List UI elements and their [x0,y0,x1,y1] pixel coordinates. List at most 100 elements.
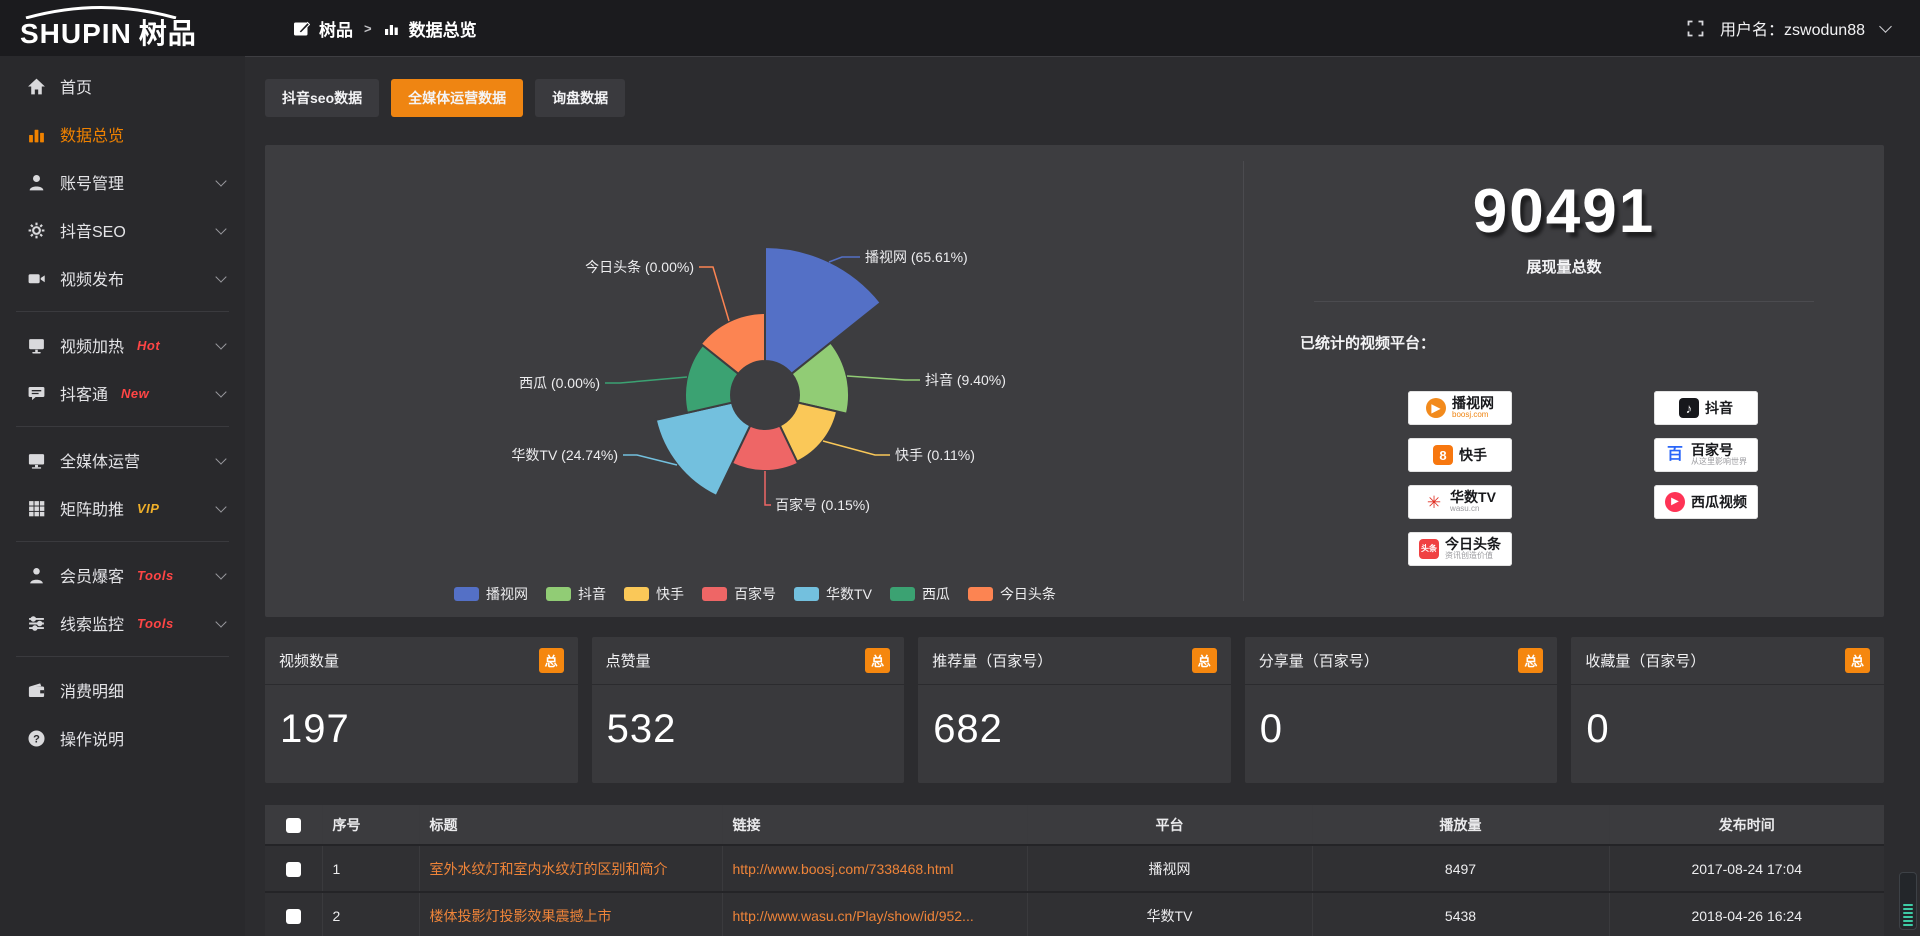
stat-card-title: 收藏量（百家号） [1585,653,1706,670]
sidebar-item-sliders[interactable]: 线索监控 Tools [0,599,245,647]
sidebar-item-badge: Tools [137,567,174,583]
summary-pane: 90491 展现量总数 已统计的视频平台： ▶ 播视网 boosj.com 8 快手 ✳ 华… [1244,145,1884,617]
edit-square-icon [293,20,310,37]
column-header: 标题 [419,805,723,845]
sidebar-item-badge: VIP [137,500,160,516]
platform-name: 快手 [1459,446,1487,463]
stat-card-1: 点赞量 总 532 [591,637,905,783]
total-badge[interactable]: 总 [1191,648,1217,673]
row-checkbox[interactable] [285,908,301,924]
video-url-link[interactable]: http://www.boosj.com/7338468.html [732,860,954,877]
华数TV-logo-icon: ✳ [1426,492,1442,512]
sidebar-item-wallet[interactable]: 消费明细 [0,666,245,714]
sidebar-item-user[interactable]: 账号管理 [0,158,245,206]
sidebar-item-comment[interactable]: 抖客通 New [0,369,245,417]
legend-swatch [702,587,728,601]
breadcrumb-root[interactable]: 树品 [319,20,353,40]
legend-item-百家号[interactable]: 百家号 [702,584,776,604]
username[interactable]: 用户名：zswodun88 [1720,22,1865,39]
platform-subtext: wasu.cn [1450,504,1480,514]
row-checkbox[interactable] [285,861,301,877]
sidebar-item-screen[interactable]: 视频加热 Hot [0,321,245,369]
chart-legend: 播视网 抖音 快手 百家号 华数TV 西瓜 今日头条 [275,584,1235,604]
sidebar-item-question[interactable]: ? 操作说明 [0,714,245,762]
sidebar-divider [16,426,229,427]
sidebar-item-chart[interactable]: 数据总览 [0,110,245,158]
legend-item-抖音[interactable]: 抖音 [546,584,606,604]
sidebar-item-home[interactable]: 首页 [0,62,245,110]
pie-label-播视网: 播视网 (65.61%) [865,249,968,265]
sidebar-item-badge: Tools [137,615,174,631]
sidebar-item-gear[interactable]: 抖音SEO [0,206,245,254]
pie-slice-抖音[interactable] [790,341,850,415]
topbar: SHUPIN 树品 树品 > 数据总览 用户名：zswodun88 [0,0,1920,56]
sidebar-item-member[interactable]: 会员爆客 Tools [0,551,245,599]
chart-panel: 播视网 (65.61%) 抖音 (9.40%) 快手 (0.11%) 百家号 (0.1… [265,145,1884,617]
video-title-link[interactable]: 楼体投影灯投影效果震撼上市 [429,907,612,924]
table-row: 2 楼体投影灯投影效果震撼上市 http://www.wasu.cn/Play/sh… [265,892,1884,936]
question-icon: ? [27,729,46,748]
chevron-down-icon [215,270,227,283]
legend-swatch [967,587,993,601]
scrollbar-stripe [1903,904,1913,906]
fullscreen-icon[interactable] [1687,20,1704,37]
stat-card-value: 532 [606,707,677,751]
total-badge[interactable]: 总 [1844,648,1870,673]
breadcrumb: 树品 > 数据总览 [293,16,477,41]
sidebar-item-label: 全媒体运营 [60,454,141,471]
sidebar-item-video[interactable]: 视频发布 [0,254,245,302]
pie-slice-今日头条[interactable] [699,311,766,376]
legend-swatch [624,587,650,601]
legend-item-快手[interactable]: 快手 [624,584,684,604]
column-header: 发布时间 [1718,816,1775,833]
total-badge[interactable]: 总 [538,648,564,673]
sidebar-item-label: 视频发布 [60,272,125,289]
total-badge[interactable]: 总 [865,648,891,673]
column-header: 播放量 [1312,805,1610,845]
legend-swatch [454,587,480,601]
pie-label-line [846,375,920,381]
summary-divider [1314,301,1814,302]
platform-badge-百家号: 百百家号 从这里影响世界 [1654,438,1758,472]
sidebar-item-label: 操作说明 [60,732,125,749]
legend-item-播视网[interactable]: 播视网 [454,584,528,604]
video-url-link[interactable]: http://www.wasu.cn/Play/show/id/952... [732,907,974,924]
pie-label-line [605,376,688,384]
total-badge[interactable]: 总 [1518,648,1544,673]
pie-label-line [699,266,730,322]
legend-item-西瓜[interactable]: 西瓜 [889,584,950,604]
sidebar-item-label: 数据总览 [60,128,125,145]
video-title-link[interactable]: 室外水纹灯和室内水纹灯的区别和简介 [429,860,668,877]
total-impressions-value: 90491 [1472,177,1656,246]
chevron-down-icon [215,337,227,350]
pie-label-line [822,440,890,456]
sliders-icon [27,614,46,633]
tab-1[interactable]: 全媒体运营数据 [391,79,524,117]
platform-badge-今日头条: 头条 今日头条 资讯创造价值 [1408,532,1512,566]
抖音-logo-icon: ♪ [1679,398,1699,418]
data-tabs: 抖音seo数据 全媒体运营数据 询盘数据 [265,79,1884,117]
tab-0[interactable]: 抖音seo数据 [265,79,380,117]
table-body: 1 室外水纹灯和室内水纹灯的区别和简介 http://www.boosj.com/7… [265,845,1884,936]
cell-index: 2 [322,892,420,936]
西瓜视频-logo-icon: ▶ [1665,492,1685,512]
legend-item-今日头条[interactable]: 今日头条 [967,584,1056,604]
stat-card-value: 682 [933,707,1003,751]
pie-label-line [828,256,860,263]
legend-swatch [889,587,915,601]
sidebar-item-grid[interactable]: 矩阵助推 VIP [0,484,245,532]
sidebar-item-label: 线索监控 [60,617,125,634]
legend-label: 快手 [656,586,685,602]
scrollbar-stripe [1903,916,1913,918]
member-icon [27,566,46,585]
pie-slice-华数TV[interactable] [654,401,752,498]
select-all-checkbox[interactable] [285,817,301,833]
scrollbar-widget[interactable] [1899,872,1917,930]
cell-platform: 华数TV [1027,892,1313,936]
sidebar-item-monitor[interactable]: 全媒体运营 [0,436,245,484]
tab-2[interactable]: 询盘数据 [535,79,626,117]
pie-slice-播视网[interactable] [764,245,883,376]
stat-card-title: 分享量（百家号） [1258,653,1379,670]
legend-item-华数TV[interactable]: 华数TV [794,584,872,604]
scrollbar-stripe [1903,908,1913,910]
